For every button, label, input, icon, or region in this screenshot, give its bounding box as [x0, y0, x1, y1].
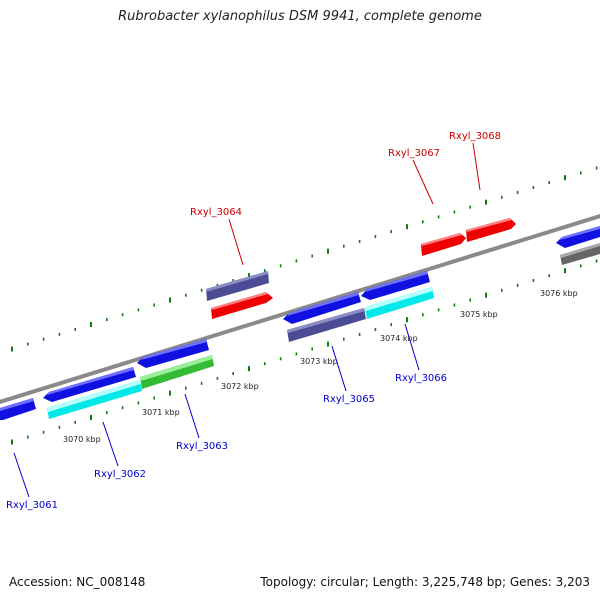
map-title: Rubrobacter xylanophilus DSM 9941, compl…	[118, 9, 482, 24]
gene-feature-rxyl-3061[interactable]	[0, 398, 36, 420]
gene-feature-rxyl-3067[interactable]	[421, 233, 466, 256]
gene-feature-rxyl-3068[interactable]	[466, 218, 516, 242]
forward-strand-features	[206, 218, 516, 319]
gene-label-rxyl-3061[interactable]: Rxyl_3061	[6, 500, 58, 511]
gene-feature-rxyl-3066[interactable]	[365, 287, 434, 319]
gene-label-rxyl-3064[interactable]: Rxyl_3064	[190, 207, 242, 218]
gene-feature-blue-3066[interactable]	[361, 271, 430, 300]
gene-feature-gray-3069[interactable]	[560, 243, 600, 265]
accession-text: Accession: NC_008148	[9, 575, 146, 589]
gene-feature-3064-slate[interactable]	[206, 271, 269, 301]
gene-feature-blue-3063[interactable]	[137, 339, 209, 368]
kbp-label: 3071 kbp	[142, 408, 180, 417]
gene-label-leaders	[13, 142, 481, 498]
kbp-scale-labels: 3070 kbp 3071 kbp 3072 kbp 3073 kbp 3074…	[63, 289, 578, 444]
gene-feature-rxyl-3062[interactable]	[47, 380, 142, 419]
gene-labels: Rxyl_3061 Rxyl_3062 Rxyl_3063 Rxyl_3064 …	[6, 131, 501, 511]
kbp-label: 3074 kbp	[380, 334, 418, 343]
reverse-strand-ticks	[11, 259, 598, 445]
gene-label-rxyl-3065[interactable]: Rxyl_3065	[323, 394, 375, 405]
genome-summary-text: Topology: circular; Length: 3,225,748 bp…	[260, 575, 590, 589]
gene-label-rxyl-3067[interactable]: Rxyl_3067	[388, 148, 440, 159]
forward-strand-ticks	[11, 166, 598, 352]
kbp-label: 3070 kbp	[63, 435, 101, 444]
gene-label-rxyl-3066[interactable]: Rxyl_3066	[395, 373, 447, 384]
gene-feature-rxyl-3063[interactable]	[140, 355, 214, 389]
gene-feature-rxyl-3065[interactable]	[287, 308, 366, 342]
kbp-label: 3073 kbp	[300, 357, 338, 366]
gene-feature-blue-3069[interactable]	[556, 226, 600, 248]
gene-label-rxyl-3068[interactable]: Rxyl_3068	[449, 131, 501, 142]
kbp-label: 3072 kbp	[221, 382, 259, 391]
gene-feature-blue-3062[interactable]	[43, 367, 136, 402]
kbp-label: 3075 kbp	[460, 310, 498, 319]
gene-feature-blue-3065[interactable]	[283, 292, 361, 324]
gene-label-rxyl-3062[interactable]: Rxyl_3062	[94, 469, 146, 480]
gene-label-rxyl-3063[interactable]: Rxyl_3063	[176, 441, 228, 452]
reverse-strand-features	[0, 226, 600, 420]
gene-feature-rxyl-3064[interactable]	[211, 292, 273, 319]
kbp-label: 3076 kbp	[540, 289, 578, 298]
genome-backbone	[0, 214, 600, 404]
